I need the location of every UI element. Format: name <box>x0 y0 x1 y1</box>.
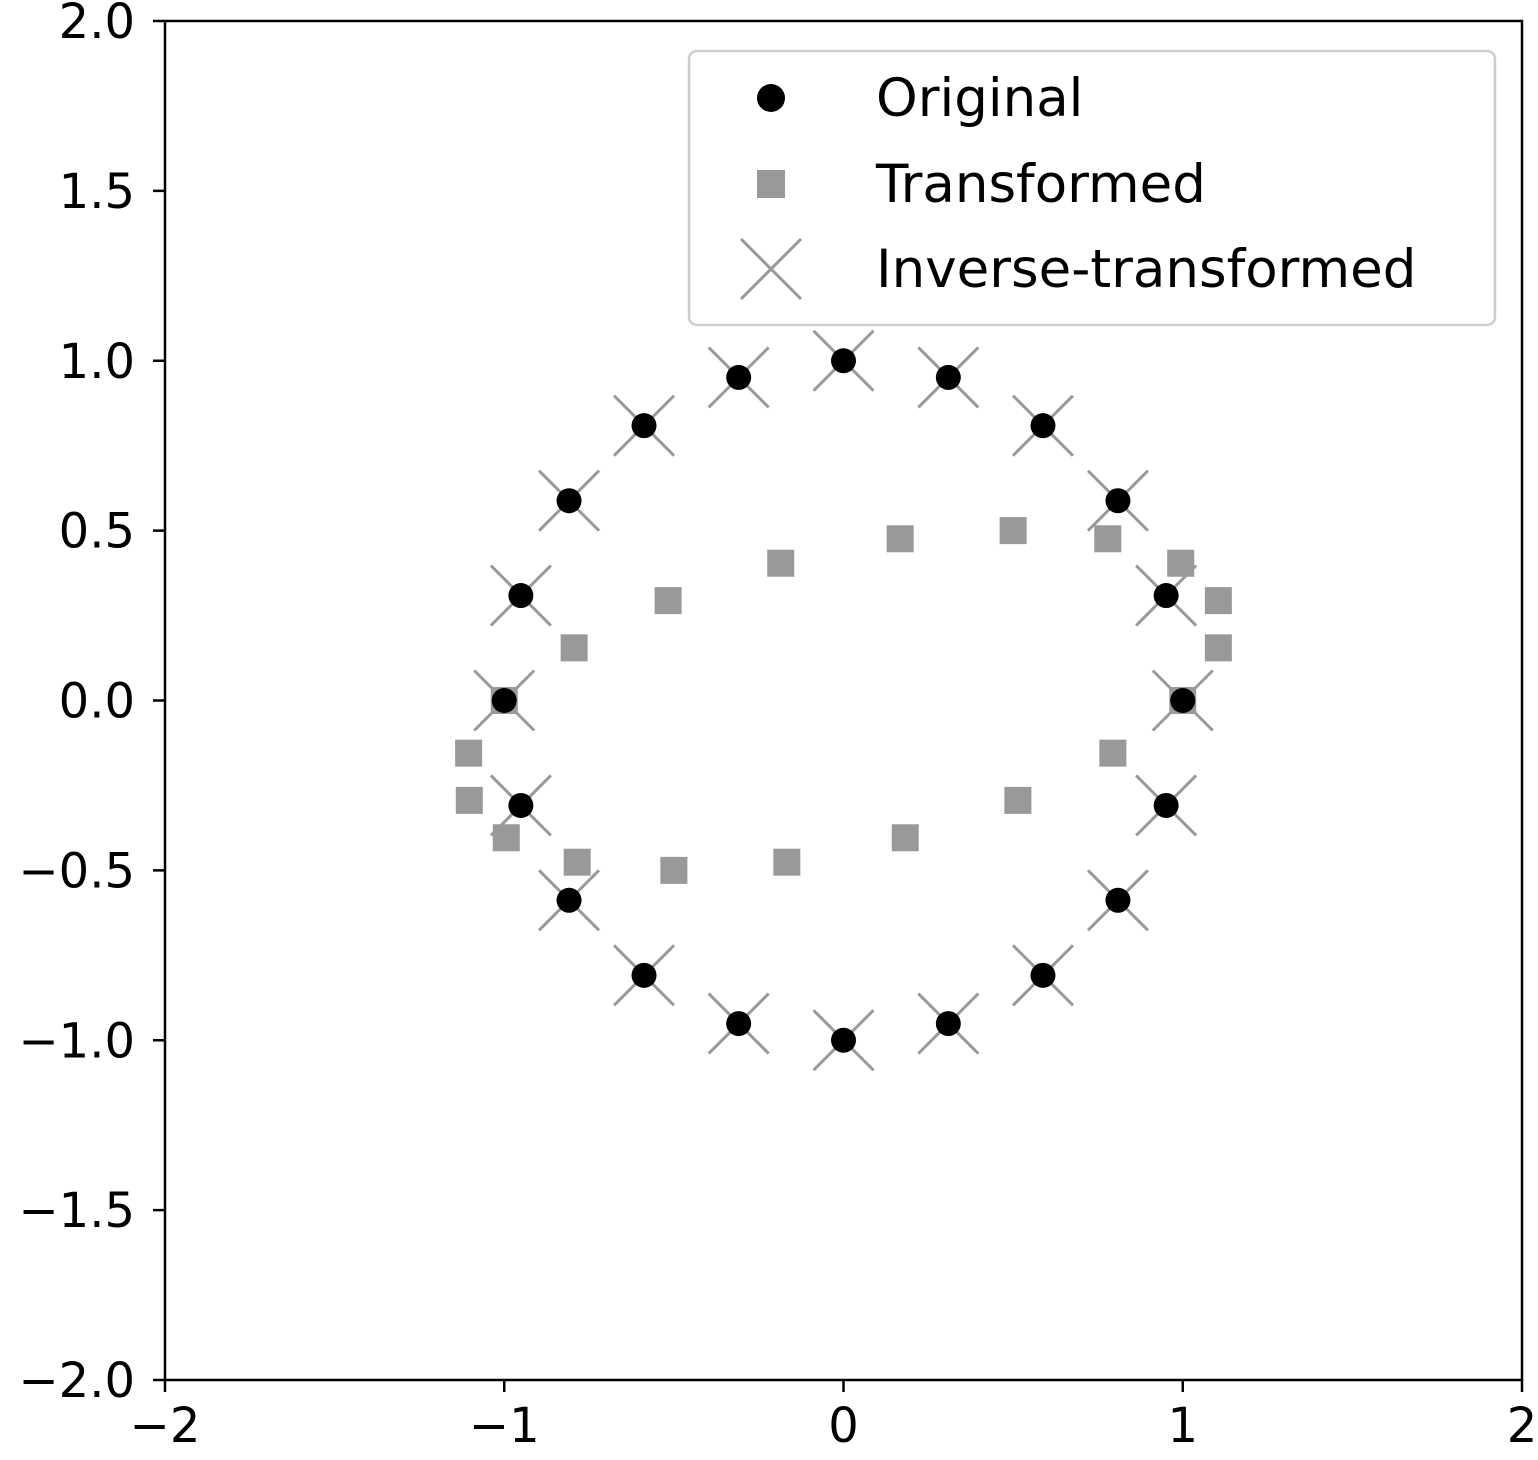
original-point <box>831 1027 856 1053</box>
original-point <box>1153 583 1179 609</box>
original-point <box>1105 488 1131 514</box>
original-point <box>631 962 657 988</box>
y-tick-label: −1.0 <box>18 1013 135 1069</box>
transformed-point <box>1094 525 1122 553</box>
original-point <box>726 1011 752 1037</box>
legend-transformed-marker <box>757 170 785 198</box>
original-point <box>1030 962 1056 988</box>
transformed-point <box>1099 739 1127 767</box>
transformed-point <box>1167 549 1195 577</box>
original-point <box>1030 413 1056 439</box>
legend-label: Inverse-transformed <box>876 239 1416 300</box>
transformed-point <box>654 587 682 615</box>
transformed-point <box>886 525 914 553</box>
y-tick-label: 0.5 <box>59 504 135 560</box>
original-point <box>935 1011 961 1037</box>
transformed-series <box>455 517 1232 884</box>
transformed-point <box>999 517 1027 545</box>
transformed-point <box>492 824 520 852</box>
original-series <box>491 348 1196 1053</box>
y-axis: −2.0 −1.5 −1.0 −0.5 0.0 0.5 1.0 1.5 2.0 <box>18 0 165 1409</box>
original-point <box>491 688 517 713</box>
original-point <box>508 792 534 818</box>
original-point <box>556 488 582 514</box>
legend-frame <box>687 49 1497 327</box>
x-tick-label: −2 <box>130 1398 201 1454</box>
y-tick-label: −2.0 <box>18 1353 135 1409</box>
transformed-point <box>1204 587 1232 615</box>
original-point <box>508 583 534 609</box>
x-tick-label: 2 <box>1507 1398 1538 1454</box>
y-tick-label: −0.5 <box>18 843 135 899</box>
transformed-point <box>563 848 591 876</box>
transformed-point <box>660 856 688 884</box>
transformed-point <box>767 549 795 577</box>
y-tick-label: −1.5 <box>18 1183 135 1239</box>
transformed-point <box>773 848 801 876</box>
legend-label: Transformed <box>875 154 1206 215</box>
transformed-point <box>1004 786 1032 814</box>
legend-original-marker <box>757 84 785 112</box>
inverse-transformed-series <box>473 329 1214 1072</box>
transformed-point <box>560 634 588 662</box>
legend-inverse-transformed-marker <box>739 237 803 301</box>
original-point <box>726 364 752 390</box>
original-point <box>935 364 961 390</box>
y-tick-label: 2.0 <box>59 0 135 50</box>
transformed-point <box>891 824 919 852</box>
x-tick-label: 0 <box>828 1398 859 1454</box>
original-point <box>1170 688 1196 713</box>
original-point <box>1105 887 1131 913</box>
transformed-point <box>455 786 483 814</box>
original-point <box>556 887 582 913</box>
legend: Original Transformed Inverse-transformed <box>687 49 1497 327</box>
original-point <box>1153 792 1179 818</box>
y-tick-label: 0.0 <box>59 674 135 730</box>
x-stroke <box>739 237 803 301</box>
original-point <box>831 348 856 374</box>
x-tick-label: 1 <box>1167 1398 1198 1454</box>
x-axis: −2 −1 0 1 2 <box>130 1380 1538 1454</box>
x-tick-label: −1 <box>469 1398 540 1454</box>
original-point <box>631 413 657 439</box>
transformed-point <box>1204 634 1232 662</box>
y-tick-label: 1.0 <box>59 334 135 390</box>
y-tick-label: 1.5 <box>59 164 135 220</box>
legend-label: Original <box>876 68 1083 129</box>
transformed-point <box>455 739 483 767</box>
